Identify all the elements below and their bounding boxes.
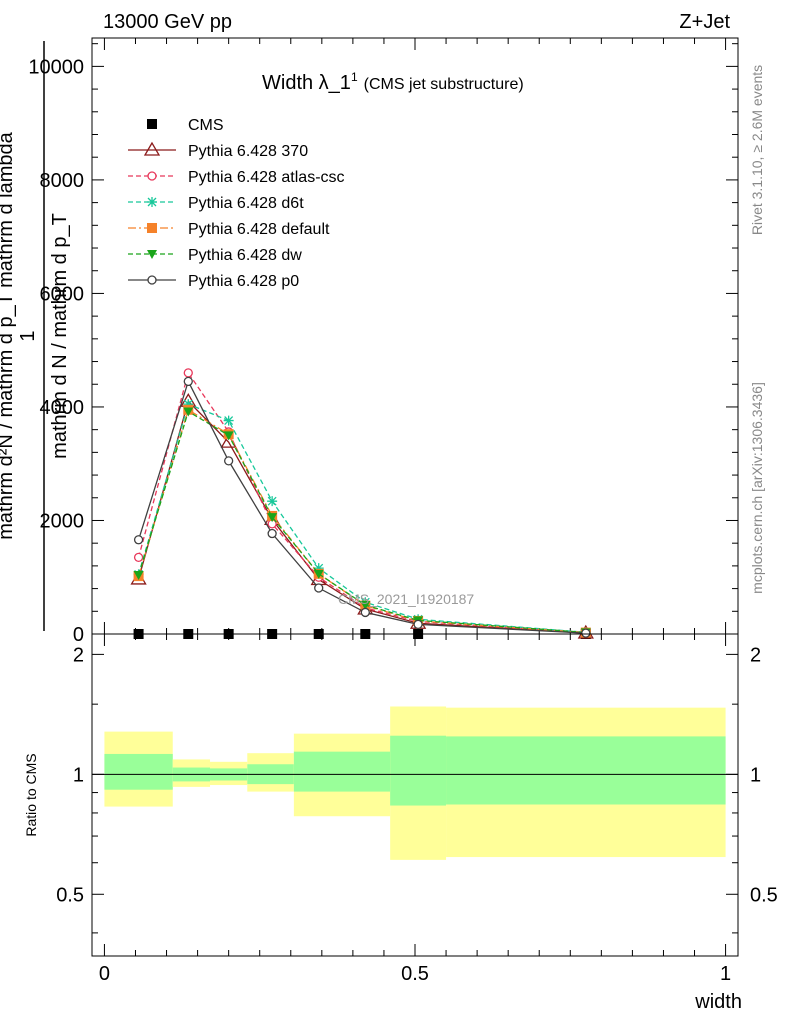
data-point-marker bbox=[147, 197, 157, 207]
header-left: 13000 GeV pp bbox=[103, 11, 232, 33]
data-point-marker bbox=[267, 528, 277, 539]
data-point-marker bbox=[133, 535, 144, 545]
ratio-bands bbox=[92, 706, 738, 860]
ratio-y-ticks: 0.5 0.5 1 1 2 2 bbox=[56, 644, 778, 934]
data-point-marker bbox=[313, 569, 324, 579]
main-y-ticks: 0 2000 4000 6000 8000 10000 bbox=[28, 38, 738, 646]
data-point-marker bbox=[223, 415, 234, 426]
data-point-marker bbox=[143, 141, 161, 156]
ratio-y-label-text: Ratio to CMS bbox=[23, 753, 39, 836]
data-point-marker bbox=[224, 456, 234, 466]
mcplots-side-label: mcplots.cern.ch [arXiv:1306.3436] bbox=[749, 382, 765, 594]
data-point-marker bbox=[147, 275, 157, 285]
data-point-marker bbox=[223, 431, 234, 441]
data-point-marker bbox=[267, 513, 278, 523]
main-y-tick-label: 10000 bbox=[28, 56, 84, 78]
y-label-denominator: mathrm d N / mathrm d p_T bbox=[49, 213, 71, 459]
main-series bbox=[130, 368, 594, 639]
legend-entry: Pythia 6.428 default bbox=[128, 221, 330, 238]
series-pythia-6-428-p0 bbox=[133, 376, 591, 638]
legend-entry: Pythia 6.428 p0 bbox=[128, 273, 299, 290]
ratio-band-inner bbox=[390, 735, 447, 806]
main-y-axis-label: 1 mathrm d N / mathrm d p_T bbox=[17, 41, 71, 631]
legend-entry: Pythia 6.428 370 bbox=[128, 141, 308, 160]
series-line bbox=[137, 379, 586, 634]
plot-title-main: Width λ_1 bbox=[262, 72, 351, 94]
ratio-y-tick-label: 1 bbox=[73, 764, 84, 786]
ratio-band-inner bbox=[104, 753, 173, 790]
data-point-marker bbox=[314, 583, 324, 593]
series-line bbox=[137, 403, 586, 633]
data-point-marker bbox=[183, 407, 194, 417]
rivet-text: Rivet 3.1.10, ≥ 2.6M events bbox=[749, 65, 765, 235]
legend-entry: CMS bbox=[147, 117, 224, 134]
x-axis-label: width bbox=[694, 991, 742, 1013]
data-point-marker bbox=[267, 496, 278, 507]
legend-label: Pythia 6.428 atlas-csc bbox=[188, 169, 345, 186]
ratio-x-tick-label: 1 bbox=[720, 963, 731, 985]
series-line bbox=[137, 410, 586, 634]
legend-label: Pythia 6.428 370 bbox=[188, 143, 308, 160]
legend-entry: Pythia 6.428 atlas-csc bbox=[128, 169, 345, 186]
ratio-band-inner bbox=[293, 751, 391, 792]
data-point-marker bbox=[183, 376, 193, 387]
data-point-marker bbox=[183, 368, 193, 378]
ratio-band-inner bbox=[446, 736, 726, 805]
main-y-axis-label-right: mathrm d²N / mathrm d p_T mathrm d lambd… bbox=[0, 131, 17, 539]
data-point-marker bbox=[147, 119, 157, 129]
legend-label: CMS bbox=[188, 117, 224, 134]
header-right: Z+Jet bbox=[679, 11, 730, 33]
plot-title-sup: 1 bbox=[351, 70, 358, 84]
plot-title: Width λ_11 (CMS jet substructure) bbox=[262, 70, 524, 94]
data-point-marker bbox=[313, 563, 324, 574]
rivet-side-label: Rivet 3.1.10, ≥ 2.6M events bbox=[749, 65, 765, 235]
data-point-marker bbox=[147, 250, 157, 259]
analysis-watermark: CMS_2021_I1920187 bbox=[338, 591, 474, 607]
main-y-tick-label: 0 bbox=[73, 624, 84, 646]
data-point-marker bbox=[183, 399, 194, 410]
series-line bbox=[137, 371, 586, 634]
ratio-y-axis-label: Ratio to CMS bbox=[23, 753, 39, 836]
series-line bbox=[137, 400, 586, 634]
main-y-tick-label: 6000 bbox=[40, 283, 85, 305]
data-point-marker bbox=[133, 552, 144, 563]
y-label-right-part: mathrm d²N / mathrm d p_T mathrm d lambd… bbox=[0, 131, 17, 539]
ratio-y-tick-label: 2 bbox=[73, 644, 84, 666]
ratio-y-tick-label-right: 0.5 bbox=[750, 884, 778, 906]
main-y-tick-label: 2000 bbox=[40, 510, 85, 532]
legend-label: Pythia 6.428 dw bbox=[188, 247, 302, 264]
legend-entry: Pythia 6.428 dw bbox=[128, 247, 302, 264]
ratio-x-tick-label: 0.5 bbox=[401, 963, 429, 985]
series-line bbox=[137, 408, 586, 634]
data-point-marker bbox=[147, 171, 157, 181]
ratio-x-tick-label: 0 bbox=[99, 963, 110, 985]
main-y-tick-label: 8000 bbox=[40, 170, 85, 192]
legend: CMS Pythia 6.428 370 Pythia 6.428 atlas-cs… bbox=[128, 117, 345, 290]
y-label-numerator: 1 bbox=[17, 330, 39, 341]
mcplots-text: mcplots.cern.ch [arXiv:1306.3436] bbox=[749, 382, 765, 594]
data-point-marker bbox=[413, 619, 423, 630]
legend-label: Pythia 6.428 p0 bbox=[188, 273, 299, 290]
legend-entry: Pythia 6.428 d6t bbox=[128, 195, 304, 212]
ratio-x-ticks: 0 0.5 1 bbox=[99, 634, 731, 985]
data-point-marker bbox=[147, 223, 157, 233]
legend-label: Pythia 6.428 d6t bbox=[188, 195, 304, 212]
data-point-marker bbox=[581, 628, 591, 638]
legend-label: Pythia 6.428 default bbox=[188, 221, 330, 238]
data-point-marker bbox=[133, 570, 144, 580]
main-y-tick-label: 4000 bbox=[40, 397, 85, 419]
ratio-y-tick-label-right: 1 bbox=[750, 764, 761, 786]
data-point-marker bbox=[360, 607, 370, 618]
data-point-marker bbox=[360, 601, 371, 611]
ratio-y-tick-label: 0.5 bbox=[56, 884, 84, 906]
ratio-y-tick-label-right: 2 bbox=[750, 644, 761, 666]
plot-title-sub: (CMS jet substructure) bbox=[364, 76, 524, 93]
